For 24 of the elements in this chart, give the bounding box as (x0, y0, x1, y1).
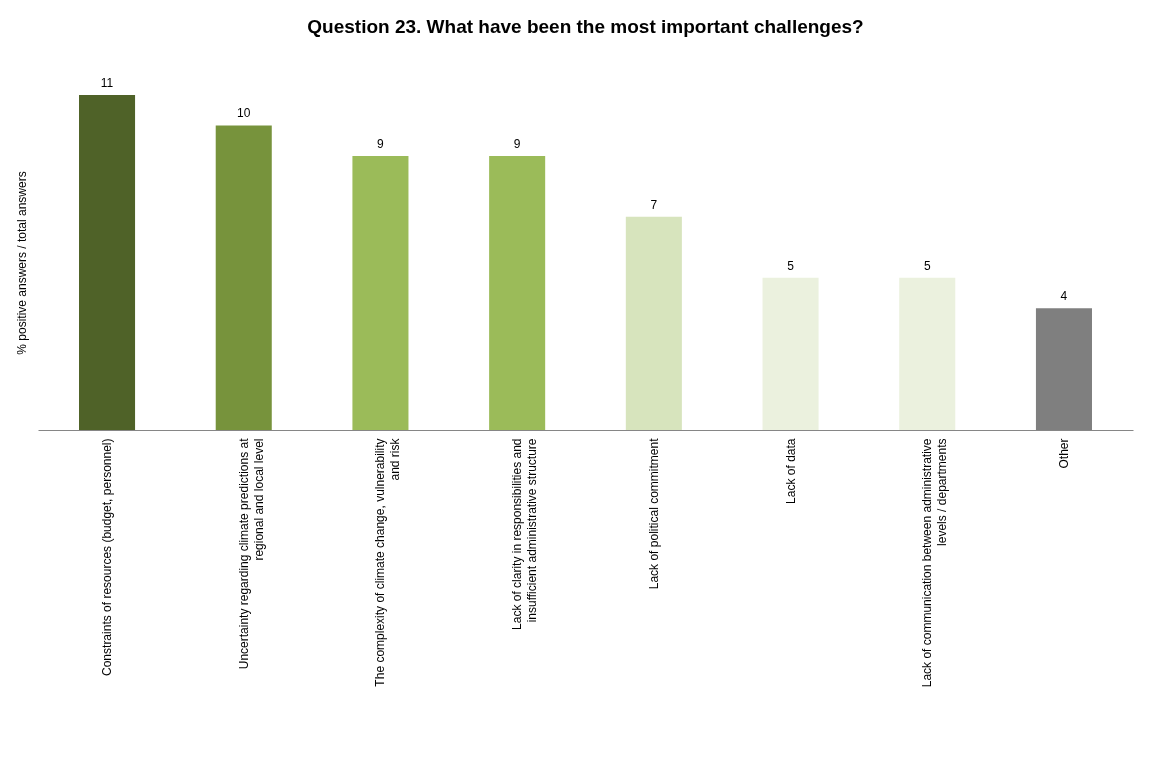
data-label: 9 (513, 136, 521, 151)
bar (215, 125, 272, 430)
data-label: 9 (377, 136, 385, 151)
bar (79, 95, 136, 430)
data-label: 11 (100, 76, 114, 90)
bar (489, 155, 546, 430)
x-tick-label: Lack of data (783, 438, 798, 504)
y-axis-title: % positive answers / total answers (14, 171, 29, 355)
data-label: 10 (237, 106, 251, 121)
x-tick-label: Lack of communication between administrative levels / departments (920, 438, 950, 688)
data-label: 7 (650, 197, 658, 212)
data-label: 5 (923, 258, 931, 273)
bar (762, 277, 819, 430)
data-label: 4 (1060, 289, 1068, 304)
x-tick-label: The complexity of climate change, vulnerability and risk (373, 437, 403, 687)
x-tick-label: Other (1056, 438, 1071, 469)
x-tick-label: Uncertainty regarding climate predictions at regional and local level (236, 437, 266, 670)
x-tick-label: Lack of political commitment (646, 437, 661, 590)
x-tick-label: Constraints of resources (budget, personnel) (100, 438, 115, 676)
data-label: 5 (787, 258, 795, 273)
bar (352, 155, 409, 430)
chart-title: Question 23. What have been the most important challenges? (307, 16, 864, 37)
bar (625, 216, 682, 430)
bar (899, 277, 956, 430)
